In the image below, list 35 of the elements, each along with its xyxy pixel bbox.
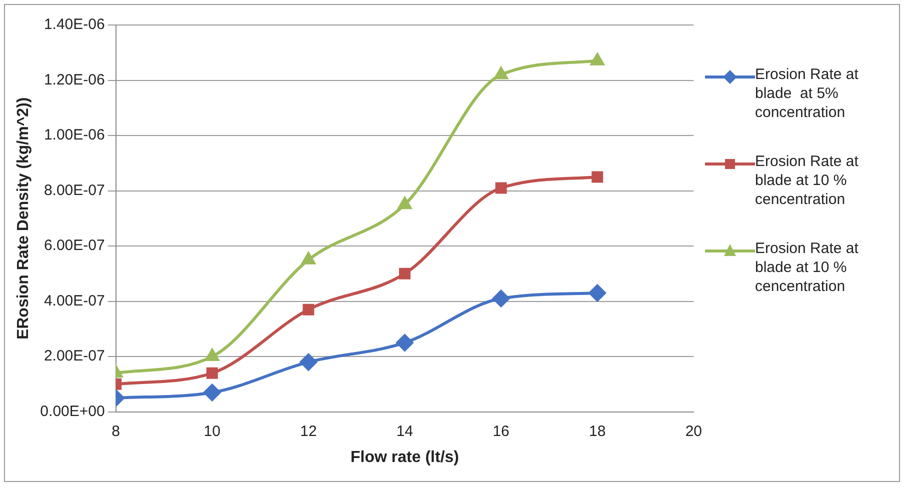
y-axis-title: ERosion Rate Density (kg/m^2)) [15,97,32,340]
x-tick-label: 8 [112,422,120,440]
point [206,367,218,379]
x-tick-label: 12 [300,422,317,440]
y-tick-label: 6.00E-07 [44,237,105,254]
point [495,182,507,194]
point [302,304,314,316]
y-tick-label: 4.00E-07 [44,292,105,310]
point [590,53,604,66]
x-tick-label: 14 [396,422,414,440]
legend-label: Erosion Rate at blade at 10 % cencentration [755,152,860,209]
legend-label: Erosion Rate at blade at 5% concentration [755,65,860,122]
point [592,171,604,183]
point [396,334,414,352]
y-tick-label: 1.20E-06 [44,71,105,88]
x-tick-label: 18 [589,422,606,440]
y-tick-label: 2.00E-07 [44,348,105,365]
legend-label: Erosion Rate at blade at 10 % cencentration [755,239,860,296]
x-tick-label: 20 [685,422,702,440]
x-tick-label: 16 [492,422,510,440]
y-tick-label: 8.00E-07 [44,182,105,199]
point [205,349,219,362]
y-tick-label: 1.00E-06 [44,126,105,144]
x-axis-title: Flow rate (lt/s) [350,448,459,466]
y-tick-label: 0.00E+00 [40,402,105,420]
point [588,284,606,302]
point [302,252,316,264]
point [492,290,510,308]
point [204,384,221,401]
point [300,354,317,371]
x-tick-label: 10 [204,422,220,440]
point [399,268,410,280]
point [494,67,508,80]
y-tick-label: 1.40E-06 [44,16,105,34]
point [398,197,412,210]
